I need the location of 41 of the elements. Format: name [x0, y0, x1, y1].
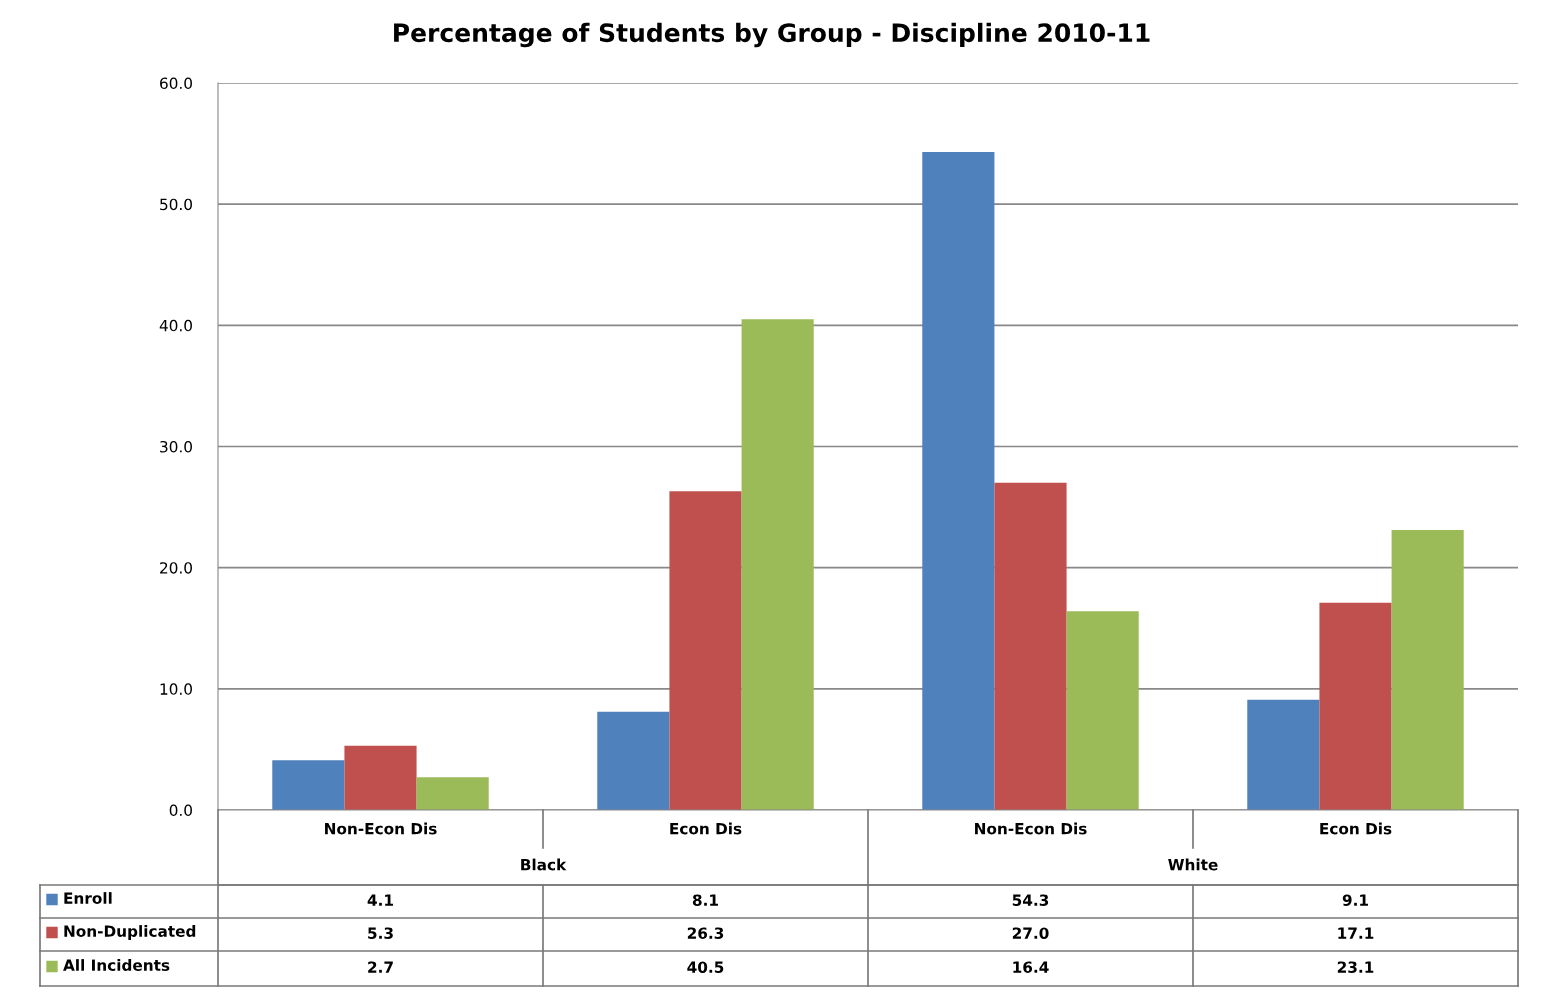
data-label: 23.1	[1337, 961, 1374, 973]
legend-label: All Incidents	[63, 959, 170, 971]
text: White	[1168, 858, 1218, 871]
data-label: 54.3	[1012, 894, 1049, 906]
bar	[416, 777, 489, 810]
text: Black	[521, 858, 567, 871]
x-tick-label: Non-Econ Dis	[975, 822, 1087, 835]
data-label: 27.0	[1012, 927, 1049, 939]
bar	[922, 152, 995, 810]
data-label: 8.1	[692, 894, 718, 906]
data-label: 17.1	[1338, 927, 1374, 939]
bar	[1247, 699, 1320, 810]
data-label: 9.1	[1342, 894, 1368, 906]
legend-label: Non-Duplicated	[64, 925, 196, 940]
x-tick-label: Econ Dis	[670, 822, 742, 835]
data-label: 26.3	[687, 927, 724, 939]
data-label: 5.3	[368, 927, 393, 939]
bar	[344, 745, 417, 810]
legend-label: Enroll	[64, 892, 112, 904]
y-tick-label: 10.0	[160, 683, 192, 695]
y-tick-label: 30.0	[160, 440, 192, 453]
bar	[1066, 611, 1139, 810]
y-tick-label: 20.0	[160, 562, 192, 574]
bar	[1391, 530, 1464, 810]
y-tick-label: 50.0	[160, 198, 192, 211]
y-tick-label: 0.0	[169, 804, 192, 817]
x-tick-label: Non-Econ Dis	[325, 822, 437, 835]
bar	[1319, 602, 1392, 810]
y-tick-label: 40.0	[159, 319, 192, 332]
data-label: 40.5	[687, 961, 724, 973]
bar	[741, 319, 814, 810]
bar	[994, 482, 1067, 810]
y-tick-label: 60.0	[160, 77, 192, 90]
bar	[272, 760, 345, 810]
bar	[597, 711, 670, 810]
bar	[669, 491, 742, 810]
x-tick-label: Econ Dis	[1320, 822, 1392, 835]
data-label: 4.1	[367, 894, 393, 906]
data-label: 2.7	[368, 961, 393, 973]
data-label: 16.4	[1013, 961, 1049, 973]
chart-title: Percentage of Students by Group - Discipline 2010-11	[394, 22, 1150, 48]
